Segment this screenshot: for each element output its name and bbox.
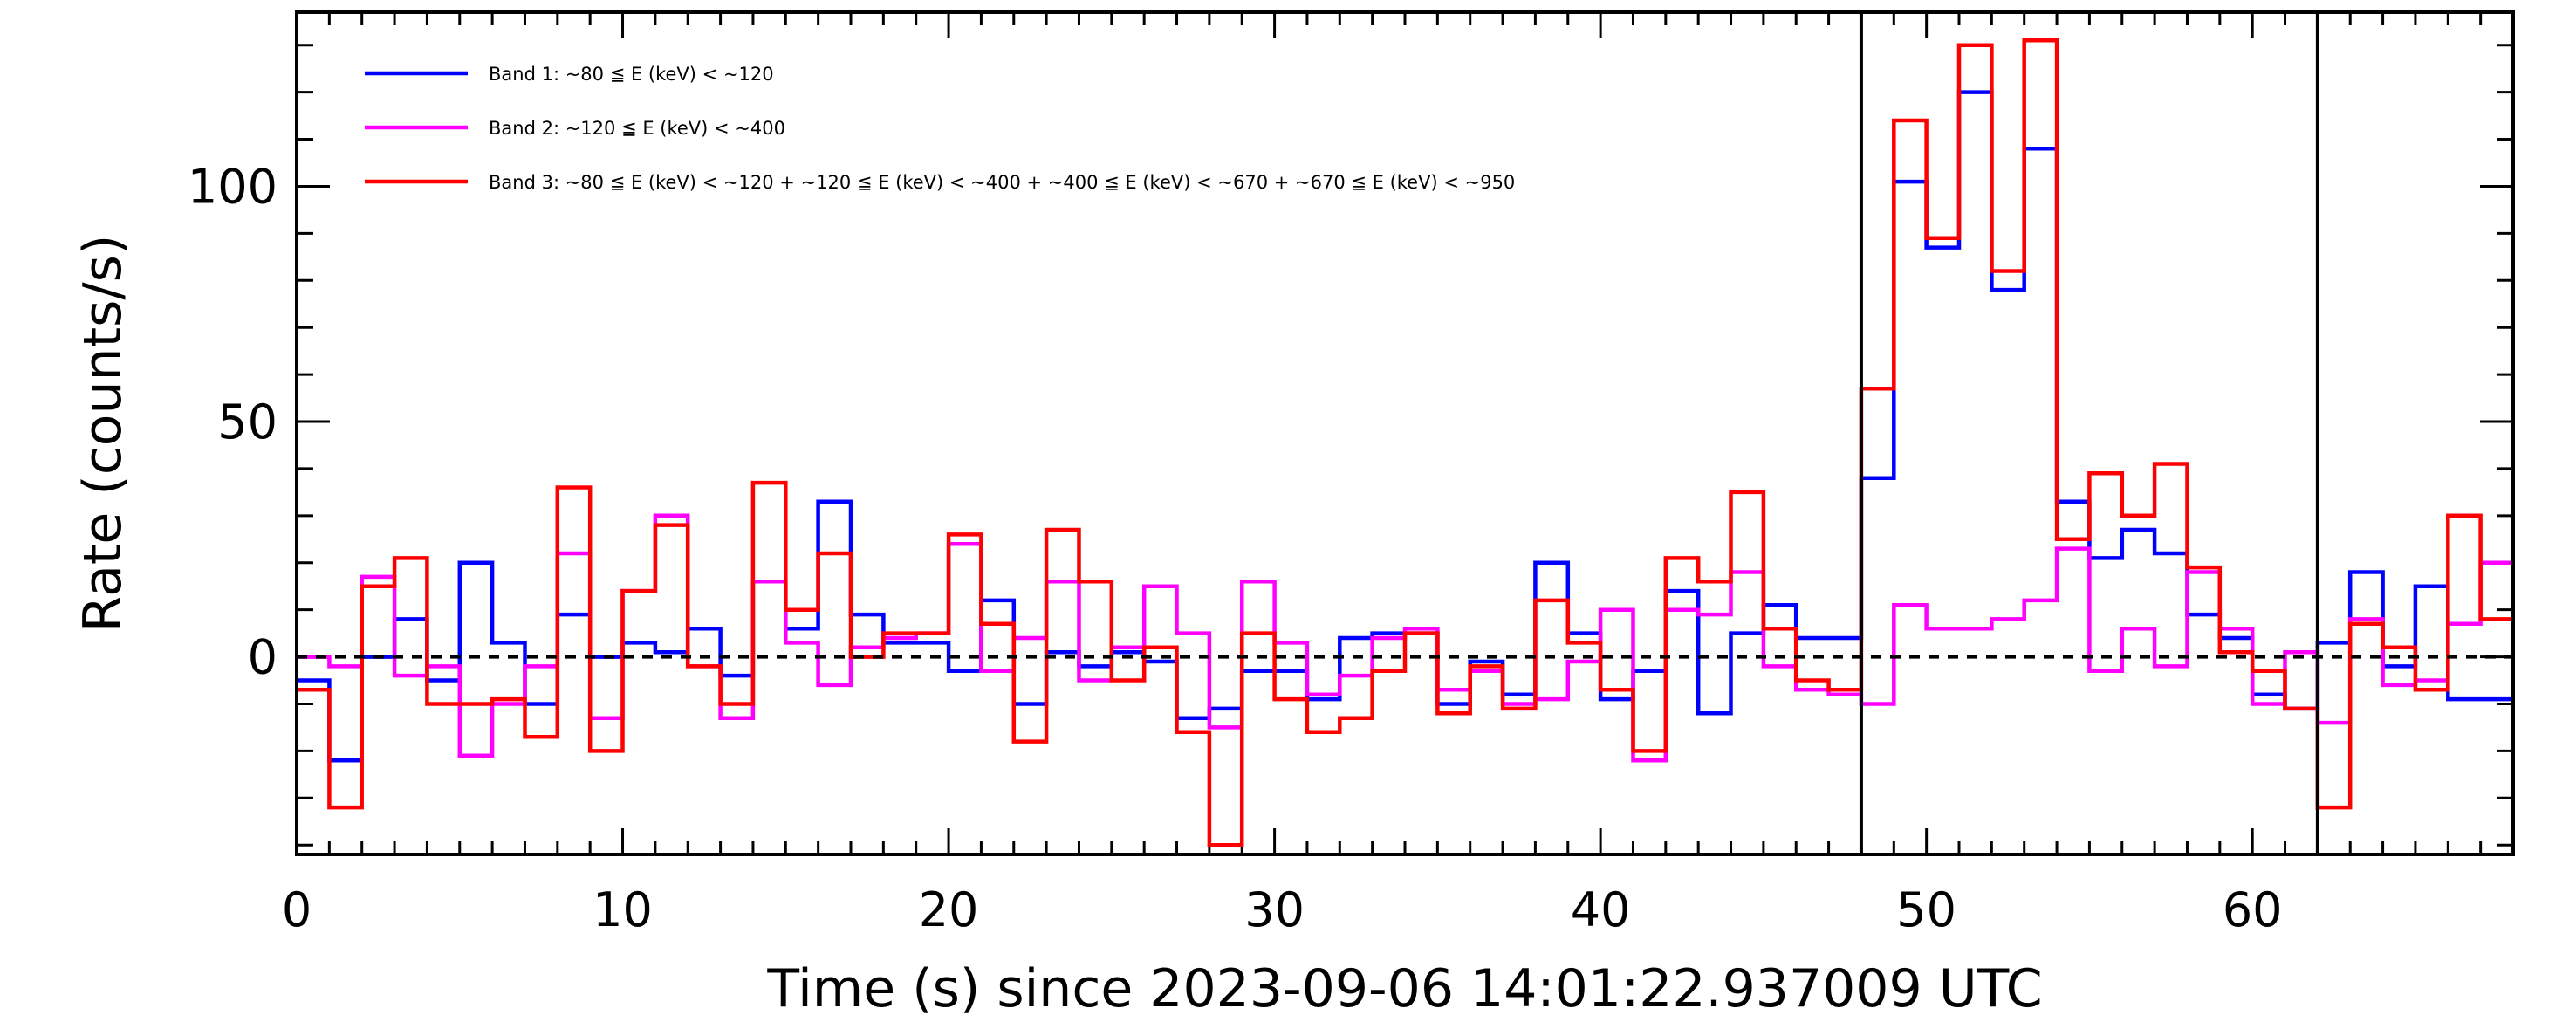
- x-tick-label: 10: [593, 882, 653, 937]
- x-tick-label: 0: [282, 882, 312, 937]
- legend-label-band-1: Band 1: ~80 ≦ E (keV) < ~120: [489, 64, 774, 85]
- plot-frame: [295, 10, 2515, 856]
- legend-label-band-2: Band 2: ~120 ≦ E (keV) < ~400: [489, 118, 785, 139]
- x-tick-label: 50: [1896, 882, 1956, 937]
- x-tick-label: 30: [1244, 882, 1305, 937]
- series-line-band-3: [297, 38, 2513, 847]
- series-lines: [297, 38, 2513, 847]
- y-tick-label: 100: [188, 159, 277, 214]
- x-tick-label: 60: [2223, 882, 2283, 937]
- reference-lines: [297, 12, 2513, 854]
- x-tick-label: 40: [1571, 882, 1631, 937]
- y-axis-title: Rate (counts/s): [72, 235, 134, 632]
- tick-labels: 0 10 20 30 40 50 60 0 50 100: [188, 159, 2283, 937]
- y-tick-label: 0: [248, 630, 277, 685]
- legend-label-band-3: Band 3: ~80 ≦ E (keV) < ~120 + ~120 ≦ E …: [489, 172, 1515, 193]
- x-axis-title: Time (s) since 2023-09-06 14:01:22.93700…: [766, 958, 2042, 1019]
- y-tick-label: 50: [217, 394, 277, 449]
- legend: Band 1: ~80 ≦ E (keV) < ~120 Band 2: ~120…: [365, 64, 1515, 193]
- x-tick-label: 20: [919, 882, 979, 937]
